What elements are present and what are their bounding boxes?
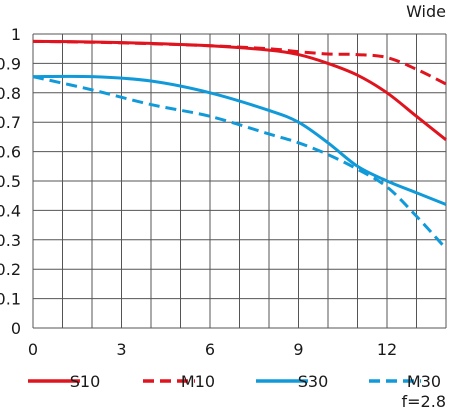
x-tick-label: 12 <box>377 340 397 359</box>
legend-label-s30: S30 <box>298 372 329 391</box>
y-tick-label: 0.9 <box>0 54 21 73</box>
x-tick-label: 9 <box>293 340 303 359</box>
y-tick-label: 0.7 <box>0 113 21 132</box>
chart-grid <box>32 33 447 329</box>
series-line-m10 <box>32 39 447 86</box>
series-lines <box>32 39 448 250</box>
y-tick-label: 1 <box>11 25 21 44</box>
y-tick-label: 0 <box>11 319 21 338</box>
corner-label-top: Wide <box>406 2 446 21</box>
y-tick-label: 0.6 <box>0 143 21 162</box>
legend-label-s10: S10 <box>70 372 101 391</box>
y-tick-label: 0.1 <box>0 290 21 309</box>
legend: S10 M10 S30 M30 <box>28 372 441 391</box>
y-tick-label: 0.4 <box>0 201 21 220</box>
series-line-s30 <box>32 74 447 206</box>
series-line-s10 <box>32 39 447 142</box>
series-line-m30 <box>32 75 448 250</box>
legend-label-m10: M10 <box>181 372 215 391</box>
legend-label-m30: M30 <box>407 372 441 391</box>
axis-tick-labels: 0 0.1 0.2 0.3 0.4 0.5 0.6 0.7 0.8 0.9 1 0 3 6 9 12 <box>0 25 397 359</box>
y-tick-label: 0.3 <box>0 231 21 250</box>
y-tick-label: 0.2 <box>0 260 21 279</box>
x-tick-label: 0 <box>28 340 38 359</box>
x-tick-label: 6 <box>205 340 215 359</box>
y-tick-label: 0.8 <box>0 84 21 103</box>
corner-label-bottom: f=2.8 <box>402 392 446 411</box>
x-tick-label: 3 <box>116 340 126 359</box>
y-tick-label: 0.5 <box>0 172 21 191</box>
